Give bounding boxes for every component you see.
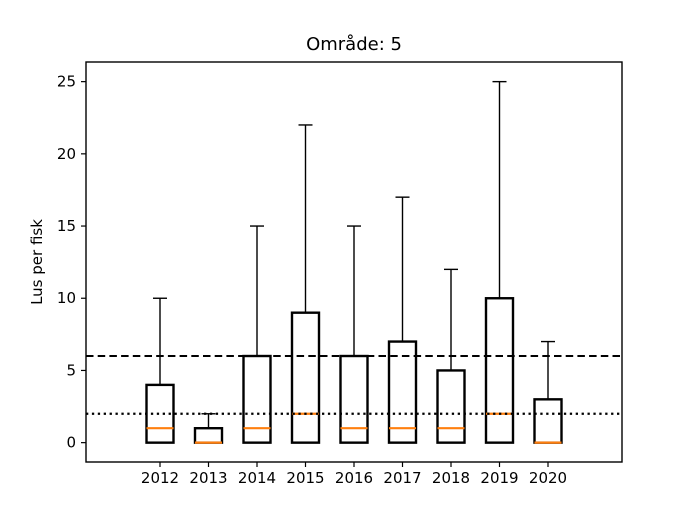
x-tick-label: 2020	[529, 469, 567, 487]
x-tick-label: 2018	[432, 469, 470, 487]
box-group-2019	[484, 80, 515, 444]
box-group-2012	[145, 297, 175, 444]
box-group-2017	[387, 196, 418, 444]
x-tick-label: 2017	[383, 469, 421, 487]
box-group-2016	[339, 225, 369, 444]
y-tick-label: 0	[66, 434, 76, 452]
box-body	[387, 340, 418, 444]
x-tick-label: 2012	[141, 469, 179, 487]
box-group-2014	[242, 225, 272, 444]
box-body	[484, 297, 515, 444]
y-tick-label: 10	[57, 289, 76, 307]
x-tick-label: 2013	[189, 469, 227, 487]
box-body	[193, 427, 224, 444]
x-tick-label: 2016	[335, 469, 373, 487]
y-tick-label: 25	[57, 73, 76, 91]
x-tick-label: 2014	[238, 469, 276, 487]
x-tick-label: 2019	[480, 469, 518, 487]
y-tick-label: 20	[57, 145, 76, 163]
box-group-2015	[290, 124, 321, 444]
box-body	[533, 398, 563, 444]
y-tick-label: 5	[66, 361, 76, 379]
box-body	[436, 369, 466, 444]
y-tick-label: 15	[57, 217, 76, 235]
chart-title: Område: 5	[306, 34, 402, 55]
box-body	[242, 354, 272, 444]
box-body	[290, 311, 321, 444]
x-tick-label: 2015	[286, 469, 324, 487]
box-body	[339, 354, 369, 444]
box-group-2013	[193, 413, 224, 444]
box-group-2018	[436, 268, 466, 444]
box-group-2020	[533, 340, 563, 444]
